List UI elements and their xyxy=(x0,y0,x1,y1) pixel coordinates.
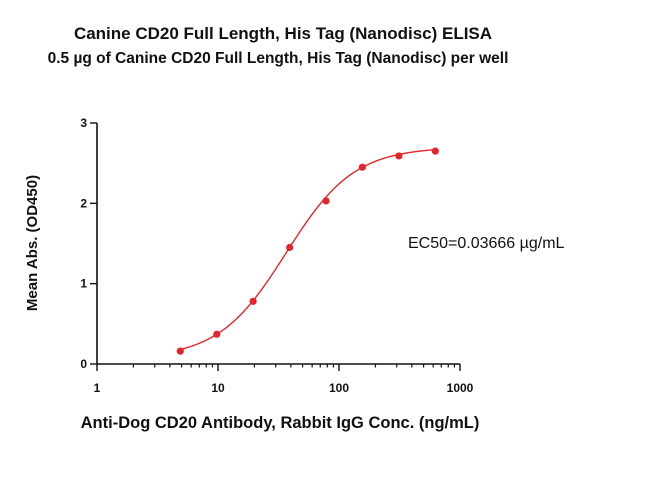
x-axis-label: Anti-Dog CD20 Antibody, Rabbit IgG Conc.… xyxy=(81,414,480,432)
y-tick-label: 1 xyxy=(80,277,87,291)
data-point xyxy=(286,243,294,252)
fit-curve xyxy=(180,148,436,351)
data-point xyxy=(431,147,439,155)
ec50-annotation: EC50=0.03666 µg/mL xyxy=(408,235,565,252)
x-tick-label: 1000 xyxy=(447,381,474,395)
chart-subtitle: 0.5 µg of Canine CD20 Full Length, His T… xyxy=(48,50,509,67)
chart-title: Canine CD20 Full Length, His Tag (Nanodi… xyxy=(74,24,492,43)
data-point xyxy=(176,347,184,355)
x-axis-ticks: 1 10 100 1000 xyxy=(94,364,474,395)
data-point xyxy=(213,330,221,338)
data-point xyxy=(322,197,330,205)
x-tick-label: 10 xyxy=(211,381,225,395)
y-tick-label: 0 xyxy=(80,357,87,371)
axes xyxy=(96,123,460,365)
data-point xyxy=(358,163,366,171)
data-point xyxy=(395,152,403,160)
x-tick-label: 100 xyxy=(329,381,349,395)
fit-curve-layer xyxy=(180,148,436,351)
y-axis-ticks: 0 1 2 3 xyxy=(80,116,97,371)
data-points xyxy=(176,147,439,355)
data-point xyxy=(249,297,257,305)
y-tick-label: 3 xyxy=(80,116,87,130)
x-tick-label: 1 xyxy=(94,381,101,395)
y-axis-label: Mean Abs. (OD450) xyxy=(24,175,41,311)
y-tick-label: 2 xyxy=(80,196,87,210)
